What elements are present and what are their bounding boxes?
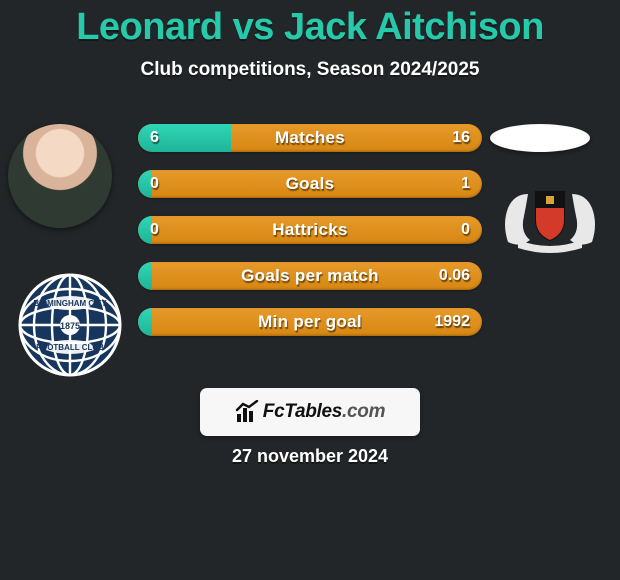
brand-text: FcTables.com: [263, 401, 385, 423]
stat-bar: Min per goal1992: [138, 308, 482, 336]
svg-text:BIRMINGHAM CITY: BIRMINGHAM CITY: [33, 299, 107, 308]
page-subtitle: Club competitions, Season 2024/2025: [0, 59, 620, 81]
brand-card: FcTables.com: [200, 388, 420, 436]
chart-icon: [235, 400, 259, 424]
brand-name: FcTables: [263, 401, 342, 422]
svg-text:FOOTBALL CLUB: FOOTBALL CLUB: [36, 343, 104, 352]
stat-bar: 6Matches16: [138, 124, 482, 152]
stat-label: Goals: [138, 170, 482, 198]
comparison-bars: 6Matches160Goals10Hattricks0Goals per ma…: [138, 124, 482, 354]
club-crest-right: [498, 172, 602, 258]
svg-text:1875: 1875: [60, 321, 80, 331]
footer-date: 27 november 2024: [0, 446, 620, 467]
stat-bar: Goals per match0.06: [138, 262, 482, 290]
page-title: Leonard vs Jack Aitchison: [0, 0, 620, 49]
stat-label: Min per goal: [138, 308, 482, 336]
stat-label: Hattricks: [138, 216, 482, 244]
stat-bar: 0Hattricks0: [138, 216, 482, 244]
stat-label: Matches: [138, 124, 482, 152]
stat-value-right: 16: [452, 124, 470, 152]
club-crest-left: BIRMINGHAM CITY FOOTBALL CLUB 1875: [18, 258, 122, 392]
stat-value-right: 1: [461, 170, 470, 198]
stat-value-right: 0: [461, 216, 470, 244]
stat-bar: 0Goals1: [138, 170, 482, 198]
stat-value-right: 1992: [434, 308, 470, 336]
player-right-avatar: [490, 124, 590, 152]
brand-suffix: .com: [342, 401, 385, 422]
stat-label: Goals per match: [138, 262, 482, 290]
player-left-avatar: [8, 124, 112, 228]
stat-value-right: 0.06: [439, 262, 470, 290]
